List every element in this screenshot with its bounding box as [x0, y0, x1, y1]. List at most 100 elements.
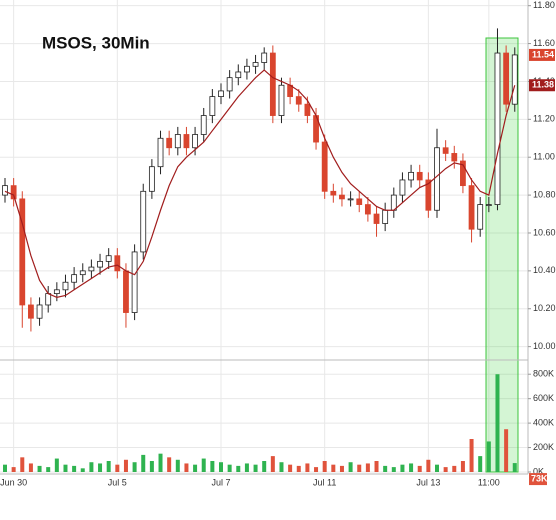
volume-bar	[495, 374, 500, 472]
volume-bar	[365, 463, 370, 472]
candle-body	[278, 84, 285, 116]
volume-bar	[478, 456, 483, 472]
candle-body	[192, 134, 198, 149]
candle-body	[399, 179, 406, 196]
candle-body	[62, 281, 69, 291]
x-tick-label: Jun 30	[0, 477, 27, 487]
volume-bar	[383, 465, 388, 472]
candle-body	[157, 137, 164, 168]
y2-tick-label: 400K	[533, 417, 554, 427]
volume-bar	[184, 463, 189, 472]
candle-body	[356, 198, 363, 205]
candle-body	[123, 270, 129, 313]
candle-body	[235, 71, 242, 79]
candle-body	[114, 255, 121, 272]
candle-body	[511, 54, 518, 105]
candle-body	[295, 96, 302, 105]
volume-bar	[3, 464, 7, 472]
volume-bar	[288, 464, 293, 472]
volume-bar	[193, 464, 198, 472]
volume-bar	[374, 461, 379, 472]
candle-body	[209, 96, 216, 116]
volume-bar	[504, 429, 509, 472]
candle-body	[503, 52, 510, 105]
candle-body	[416, 171, 423, 181]
volume-bar	[123, 459, 128, 472]
volume-bar	[210, 461, 215, 472]
candle-body	[28, 304, 34, 319]
volume-bar	[63, 464, 68, 472]
candle-body	[451, 153, 458, 162]
y-tick-label: 11.20	[533, 114, 555, 124]
volume-bar	[167, 457, 172, 472]
volume-bar	[106, 461, 111, 472]
volume-bar	[37, 465, 42, 472]
volume-bar	[512, 463, 517, 472]
volume-bar	[158, 453, 163, 472]
volume-bar	[331, 464, 336, 472]
last-price-tag-bg	[529, 48, 555, 61]
candle-body	[494, 52, 501, 205]
volume-bar	[417, 465, 422, 472]
volume-bar	[409, 463, 414, 472]
volume-bar	[54, 458, 59, 472]
volume-bar	[141, 454, 146, 472]
y-tick-label: 10.40	[533, 265, 556, 275]
candle-body	[174, 134, 181, 149]
volume-bar	[469, 439, 474, 472]
volume-bar	[132, 462, 137, 472]
candle-body	[88, 266, 95, 272]
volume-bar	[486, 441, 491, 472]
volume-bar	[279, 462, 284, 472]
candle-body	[269, 52, 276, 116]
candle-body	[373, 213, 380, 224]
candle-body	[2, 185, 8, 196]
y2-tick-label: 200K	[533, 442, 554, 452]
candle-body	[166, 137, 173, 149]
candle-body	[97, 260, 103, 268]
candle-body	[261, 52, 268, 63]
candle-body	[140, 190, 147, 253]
candle-body	[339, 194, 345, 200]
candle-body	[36, 304, 43, 319]
volume-bar	[98, 463, 103, 472]
y2-tick-label: 600K	[533, 393, 554, 403]
volume-bar	[11, 467, 16, 472]
volume-bar	[175, 459, 180, 472]
candle-body	[252, 62, 259, 67]
volume-bar	[426, 459, 431, 472]
volume-bar	[89, 462, 94, 472]
candle-body	[131, 251, 138, 313]
candle-body	[105, 255, 112, 262]
x-tick-label: Jul 11	[313, 477, 336, 487]
volume-bar	[400, 464, 405, 472]
candle-body	[304, 103, 311, 116]
candle-body	[200, 115, 207, 135]
candle-body	[468, 185, 475, 230]
volume-bar	[460, 461, 465, 472]
volume-bar	[443, 467, 448, 472]
volume-bar	[80, 468, 85, 472]
last-volume-tag: 73K	[531, 473, 548, 483]
x-tick-label: Jul 13	[416, 477, 440, 487]
candle-body	[321, 141, 328, 192]
volume-bar	[236, 465, 241, 472]
candle-body	[485, 204, 492, 206]
volume-bar	[20, 457, 25, 472]
volume-bar	[391, 467, 396, 472]
candle-body	[442, 147, 449, 154]
candle-body	[19, 198, 26, 306]
candle-body	[347, 198, 354, 201]
volume-bar	[270, 456, 275, 472]
y-tick-label: 10.60	[533, 227, 556, 237]
volume-bar	[219, 462, 223, 472]
candle-body	[183, 134, 190, 149]
candle-body	[10, 185, 17, 200]
ma-value-tag: 11.38	[532, 80, 554, 90]
y2-tick-label: 0K	[533, 466, 544, 476]
volume-bar	[227, 464, 232, 472]
volume-bar	[305, 463, 310, 472]
candle-body	[45, 293, 52, 306]
